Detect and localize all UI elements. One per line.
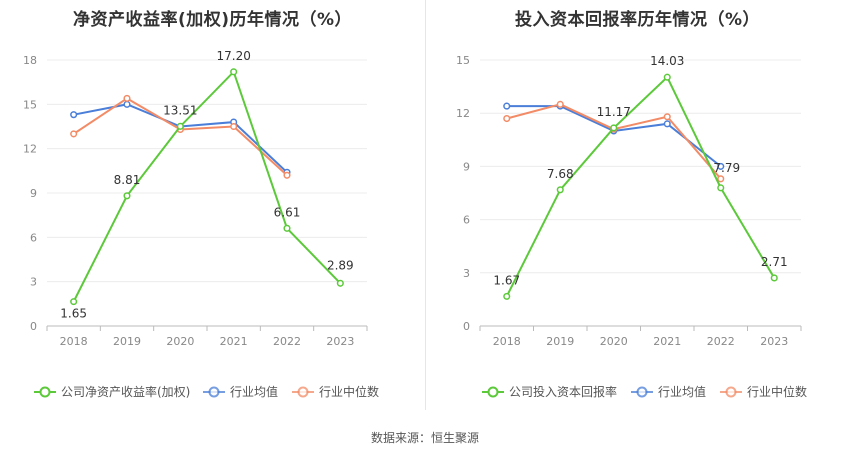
series-line <box>505 75 776 297</box>
data-point <box>663 73 671 81</box>
data-point <box>663 113 671 121</box>
x-tick-label: 2022 <box>707 335 735 348</box>
legend-marker-icon <box>487 386 499 398</box>
legend-label: 行业中位数 <box>319 384 379 399</box>
data-point <box>123 100 131 108</box>
legend-marker-icon <box>636 386 648 398</box>
data-label: 6.61 <box>274 205 301 219</box>
data-label: 17.20 <box>216 49 250 63</box>
legend-item[interactable]: 行业均值 <box>631 384 706 399</box>
data-point <box>770 274 778 282</box>
legend-label: 公司净资产收益率(加权) <box>61 384 190 399</box>
y-tick-label: 3 <box>30 276 37 289</box>
y-tick-label: 12 <box>23 143 37 156</box>
data-label: 2.89 <box>327 258 354 272</box>
legend-item[interactable]: 行业中位数 <box>292 384 379 399</box>
x-tick-label: 2022 <box>273 335 301 348</box>
panel-divider <box>425 0 426 410</box>
x-tick-label: 2019 <box>113 335 141 348</box>
data-point <box>336 279 344 287</box>
data-point <box>717 175 725 183</box>
roe-chart-title: 净资产收益率(加权)历年情况（%） <box>72 10 353 30</box>
data-point <box>123 94 131 102</box>
data-label: 14.03 <box>650 54 684 68</box>
data-point <box>717 162 725 170</box>
y-tick-label: 9 <box>463 160 470 173</box>
series-0 <box>70 68 344 306</box>
data-point <box>503 292 511 300</box>
legend-item[interactable]: 行业中位数 <box>720 384 807 399</box>
x-tick-label: 2020 <box>166 335 194 348</box>
data-label: 8.81 <box>114 173 141 187</box>
x-tick-label: 2018 <box>60 335 88 348</box>
x-tick-label: 2021 <box>220 335 248 348</box>
data-point <box>556 100 564 108</box>
data-label: 7.79 <box>713 161 740 175</box>
data-point <box>123 192 131 200</box>
data-point <box>70 298 78 306</box>
data-label: 2.71 <box>761 255 788 269</box>
data-point <box>717 184 725 192</box>
x-tick-label: 2020 <box>600 335 628 348</box>
data-point <box>503 114 511 123</box>
roic-chart-panel: 投入资本回报率历年情况（%） 0 3 6 9 12 15 2018 2019 2020 2021 2… <box>425 0 850 420</box>
y-tick-label: 12 <box>456 107 470 120</box>
legend-item[interactable]: 公司投入资本回报率 <box>482 384 617 399</box>
data-point <box>176 122 184 130</box>
roic-chart-svg: 0 3 6 9 12 15 2018 2019 2020 2021 2022 2023 1.67 7.68… <box>456 54 807 399</box>
legend-label: 公司投入资本回报率 <box>509 384 617 399</box>
data-point <box>503 102 511 110</box>
y-tick-label: 15 <box>456 54 470 67</box>
data-point <box>70 111 78 119</box>
data-point <box>610 124 618 132</box>
data-point <box>70 130 78 138</box>
x-tick-label: 2018 <box>493 335 521 348</box>
x-tick-label: 2023 <box>760 335 788 348</box>
data-point <box>283 171 291 179</box>
y-tick-label: 0 <box>463 320 470 333</box>
y-tick-label: 3 <box>463 267 470 280</box>
data-label: 7.68 <box>547 167 574 181</box>
data-label: 13.51 <box>163 103 197 117</box>
series-0 <box>503 73 778 300</box>
data-point <box>556 186 564 194</box>
legend-label: 行业均值 <box>230 384 278 399</box>
roe-chart-svg: 0 3 6 9 12 15 18 2018 2019 2020 2021 2022 2023 1.65 8.… <box>23 49 379 399</box>
legend-marker-icon <box>39 386 51 398</box>
legend-marker-icon <box>208 386 220 398</box>
data-label: 1.65 <box>60 307 87 321</box>
x-tick-label: 2021 <box>653 335 681 348</box>
y-tick-label: 18 <box>23 54 37 67</box>
legend-label: 行业中位数 <box>747 384 807 399</box>
legend-label: 行业均值 <box>658 384 706 399</box>
data-source-note: 数据来源：恒生聚源 <box>370 431 479 445</box>
legend-item[interactable]: 行业均值 <box>203 384 278 399</box>
legend-marker-icon <box>297 386 309 398</box>
series-line <box>72 69 342 303</box>
data-label: 11.17 <box>597 105 631 119</box>
y-tick-label: 9 <box>30 187 37 200</box>
data-point <box>230 68 238 76</box>
data-point <box>663 120 671 128</box>
legend-item[interactable]: 公司净资产收益率(加权) <box>34 384 190 399</box>
roic-chart-title: 投入资本回报率历年情况（%） <box>514 10 761 30</box>
legend-marker-icon <box>725 386 737 398</box>
x-tick-label: 2019 <box>546 335 574 348</box>
y-tick-label: 6 <box>463 214 470 227</box>
y-tick-label: 6 <box>30 231 37 244</box>
data-point <box>283 224 291 232</box>
data-label: 1.67 <box>493 273 520 287</box>
data-point <box>230 122 238 131</box>
y-tick-label: 0 <box>30 320 37 333</box>
x-tick-label: 2023 <box>326 335 354 348</box>
roe-chart-panel: 净资产收益率(加权)历年情况（%） 0 3 6 9 12 15 18 2018 2019 2020… <box>0 0 425 420</box>
y-tick-label: 15 <box>23 98 37 111</box>
